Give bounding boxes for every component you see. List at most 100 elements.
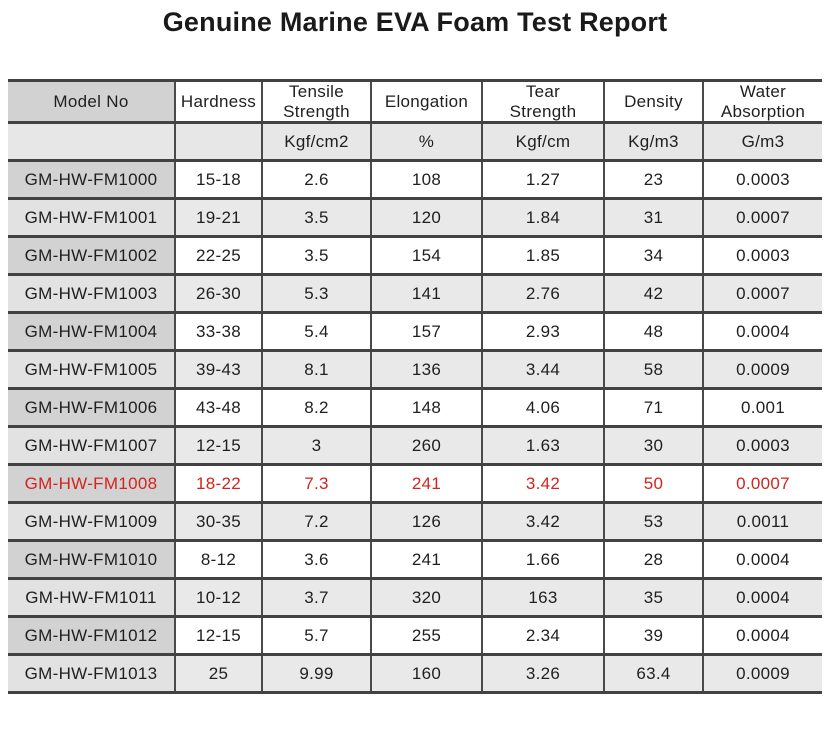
table-row: GM-HW-FM1000 15-18 2.6 108 1.27 23 0.0003 (8, 159, 822, 201)
cell-water: 0.0004 (702, 615, 822, 657)
cell-tensile: 8.1 (261, 349, 372, 391)
cell-hardness: 30-35 (174, 501, 263, 543)
cell-tensile: 7.3 (261, 463, 372, 505)
cell-model: GM-HW-FM1001 (8, 197, 176, 239)
cell-hardness: 39-43 (174, 349, 263, 391)
cell-water: 0.0009 (702, 349, 822, 391)
cell-tear: 3.44 (481, 349, 605, 391)
cell-tear: 3.42 (481, 501, 605, 543)
cell-elongation: 108 (370, 159, 483, 201)
cell-model: GM-HW-FM1004 (8, 311, 176, 353)
table-row: GM-HW-FM1002 22-25 3.5 154 1.85 34 0.0003 (8, 235, 822, 277)
table-row: GM-HW-FM1011 10-12 3.7 320 163 35 0.0004 (8, 577, 822, 619)
cell-density: 30 (603, 425, 704, 467)
table-row: GM-HW-FM1003 26-30 5.3 141 2.76 42 0.0007 (8, 273, 822, 315)
cell-density: 23 (603, 159, 704, 201)
unit-cell-tear: Kgf/cm (481, 121, 605, 163)
cell-elongation: 148 (370, 387, 483, 429)
cell-water: 0.0007 (702, 463, 822, 505)
cell-density: 58 (603, 349, 704, 391)
column-header-density: Density (603, 78, 704, 125)
column-header-water: Water Absorption (702, 78, 822, 125)
cell-tear: 2.34 (481, 615, 605, 657)
cell-hardness: 25 (174, 653, 263, 695)
cell-tear: 3.26 (481, 653, 605, 695)
cell-elongation: 255 (370, 615, 483, 657)
cell-density: 50 (603, 463, 704, 505)
cell-model: GM-HW-FM1003 (8, 273, 176, 315)
cell-elongation: 141 (370, 273, 483, 315)
cell-hardness: 12-15 (174, 425, 263, 467)
cell-tensile: 9.99 (261, 653, 372, 695)
page-title: Genuine Marine EVA Foam Test Report (162, 7, 668, 37)
cell-elongation: 241 (370, 463, 483, 505)
cell-model: GM-HW-FM1010 (8, 539, 176, 581)
table-row: GM-HW-FM1006 43-48 8.2 148 4.06 71 0.001 (8, 387, 822, 429)
cell-tensile: 3.5 (261, 197, 372, 239)
cell-tensile: 5.4 (261, 311, 372, 353)
cell-water: 0.0003 (702, 425, 822, 467)
cell-hardness: 8-12 (174, 539, 263, 581)
cell-water: 0.0007 (702, 197, 822, 239)
cell-tear: 1.27 (481, 159, 605, 201)
table-head: Model No Hardness Tensile Strength Elongatio… (8, 78, 822, 163)
cell-tensile: 3 (261, 425, 372, 467)
unit-cell-tensile: Kgf/cm2 (261, 121, 372, 163)
cell-density: 63.4 (603, 653, 704, 695)
table-row: GM-HW-FM1008 18-22 7.3 241 3.42 50 0.0007 (8, 463, 822, 505)
cell-water: 0.0004 (702, 577, 822, 619)
cell-elongation: 241 (370, 539, 483, 581)
table-row: GM-HW-FM1010 8-12 3.6 241 1.66 28 0.0004 (8, 539, 822, 581)
cell-water: 0.0009 (702, 653, 822, 695)
cell-model: GM-HW-FM1005 (8, 349, 176, 391)
cell-elongation: 160 (370, 653, 483, 695)
cell-elongation: 126 (370, 501, 483, 543)
cell-water: 0.0004 (702, 539, 822, 581)
cell-model: GM-HW-FM1011 (8, 577, 176, 619)
cell-density: 48 (603, 311, 704, 353)
table-row: GM-HW-FM1012 12-15 5.7 255 2.34 39 0.0004 (8, 615, 822, 657)
cell-hardness: 12-15 (174, 615, 263, 657)
unit-cell-water: G/m3 (702, 121, 822, 163)
cell-model: GM-HW-FM1012 (8, 615, 176, 657)
cell-tear: 1.63 (481, 425, 605, 467)
cell-elongation: 260 (370, 425, 483, 467)
table-row: GM-HW-FM1001 19-21 3.5 120 1.84 31 0.0007 (8, 197, 822, 239)
cell-tensile: 5.7 (261, 615, 372, 657)
cell-hardness: 15-18 (174, 159, 263, 201)
cell-tear: 163 (481, 577, 605, 619)
cell-tear: 1.84 (481, 197, 605, 239)
cell-elongation: 136 (370, 349, 483, 391)
cell-water: 0.001 (702, 387, 822, 429)
cell-hardness: 43-48 (174, 387, 263, 429)
cell-tensile: 7.2 (261, 501, 372, 543)
column-header-tensile: Tensile Strength (261, 78, 372, 125)
cell-density: 31 (603, 197, 704, 239)
cell-model: GM-HW-FM1002 (8, 235, 176, 277)
unit-cell-hardness (174, 121, 263, 163)
cell-density: 34 (603, 235, 704, 277)
table-row: GM-HW-FM1005 39-43 8.1 136 3.44 58 0.0009 (8, 349, 822, 391)
cell-hardness: 19-21 (174, 197, 263, 239)
cell-hardness: 10-12 (174, 577, 263, 619)
units-row: Kgf/cm2% Kgf/cm Kg/m3 G/m3 (8, 121, 822, 163)
cell-tear: 3.42 (481, 463, 605, 505)
cell-density: 35 (603, 577, 704, 619)
cell-tensile: 2.6 (261, 159, 372, 201)
cell-tear: 4.06 (481, 387, 605, 429)
unit-cell-elongation: % (370, 121, 483, 163)
header-row: Model No Hardness Tensile Strength Elongatio… (8, 78, 822, 125)
cell-model: GM-HW-FM1000 (8, 159, 176, 201)
column-header-tear: Tear Strength (481, 78, 605, 125)
table-row: GM-HW-FM1004 33-38 5.4 157 2.93 48 0.0004 (8, 311, 822, 353)
table-body: GM-HW-FM1000 15-18 2.6 108 1.27 23 0.0003 GM-HW… (8, 159, 822, 695)
cell-elongation: 320 (370, 577, 483, 619)
cell-tear: 2.93 (481, 311, 605, 353)
cell-model: GM-HW-FM1007 (8, 425, 176, 467)
cell-density: 71 (603, 387, 704, 429)
cell-tensile: 3.6 (261, 539, 372, 581)
cell-tensile: 3.7 (261, 577, 372, 619)
cell-hardness: 22-25 (174, 235, 263, 277)
cell-water: 0.0003 (702, 159, 822, 201)
